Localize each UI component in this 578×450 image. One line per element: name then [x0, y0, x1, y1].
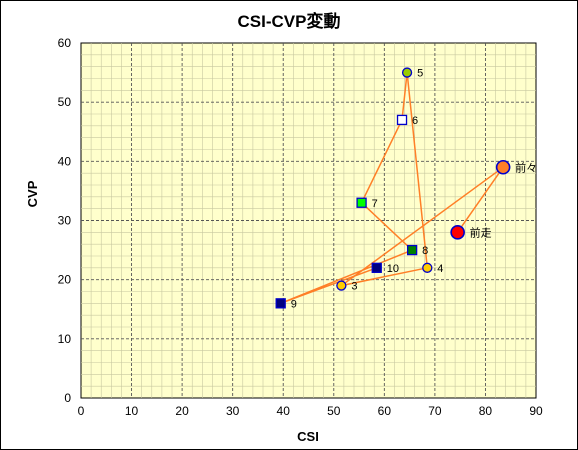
y-axis-title: CVP [25, 180, 40, 207]
data-point-label: 3 [351, 281, 357, 293]
x-tick-label: 30 [226, 404, 240, 418]
y-tick-label: 0 [64, 391, 71, 405]
y-tick-label: 10 [58, 332, 72, 346]
data-point-marker [495, 159, 511, 175]
data-point-label: 前々 [515, 160, 537, 174]
y-tick-label: 20 [58, 273, 72, 287]
x-tick-label: 10 [125, 404, 139, 418]
connector-lines [280, 72, 504, 305]
x-tick-label: 20 [175, 404, 189, 418]
x-tick-label: 50 [327, 404, 341, 418]
point-labels: 前走 前々 3 4 5 6 7 8 9 10 [291, 68, 537, 311]
data-point-marker [371, 262, 382, 273]
y-tick-label: 60 [58, 36, 72, 50]
y-tick-label: 40 [58, 154, 72, 168]
data-point-marker [275, 298, 286, 309]
y-tick-label: 30 [58, 214, 72, 228]
grid [81, 43, 536, 398]
series-line [280, 72, 504, 305]
data-point-marker [396, 114, 408, 126]
tick-labels: 0 10 20 30 40 50 60 70 80 90 0 10 20 30 40 50 60 [58, 36, 543, 418]
data-point-label: 前走 [470, 225, 492, 239]
x-tick-label: 70 [428, 404, 442, 418]
data-point-marker [422, 262, 433, 273]
x-tick-label: 0 [78, 404, 85, 418]
data-point-label: 5 [417, 68, 423, 80]
x-tick-label: 80 [479, 404, 493, 418]
data-markers [275, 67, 511, 309]
data-point-label: 4 [437, 263, 443, 275]
data-point-marker [356, 197, 367, 208]
x-axis-title: CSI [297, 429, 319, 444]
x-tick-label: 60 [378, 404, 392, 418]
data-point-label: 10 [387, 263, 399, 275]
data-point-marker [401, 67, 413, 78]
data-point-label: 6 [412, 115, 418, 127]
data-point-marker [450, 225, 465, 240]
data-point-label: 9 [291, 298, 297, 310]
data-point-marker [406, 244, 418, 256]
y-tick-label: 50 [58, 95, 72, 109]
x-tick-label: 40 [277, 404, 291, 418]
data-point-marker [336, 280, 347, 291]
data-point-label: 8 [422, 245, 428, 257]
x-tick-label: 90 [529, 404, 543, 418]
chart-title: CSI-CVP変動 [238, 11, 341, 31]
data-point-label: 7 [372, 198, 378, 210]
